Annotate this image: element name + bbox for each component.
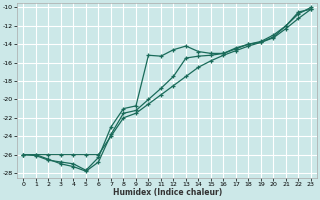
X-axis label: Humidex (Indice chaleur): Humidex (Indice chaleur) (113, 188, 222, 197)
